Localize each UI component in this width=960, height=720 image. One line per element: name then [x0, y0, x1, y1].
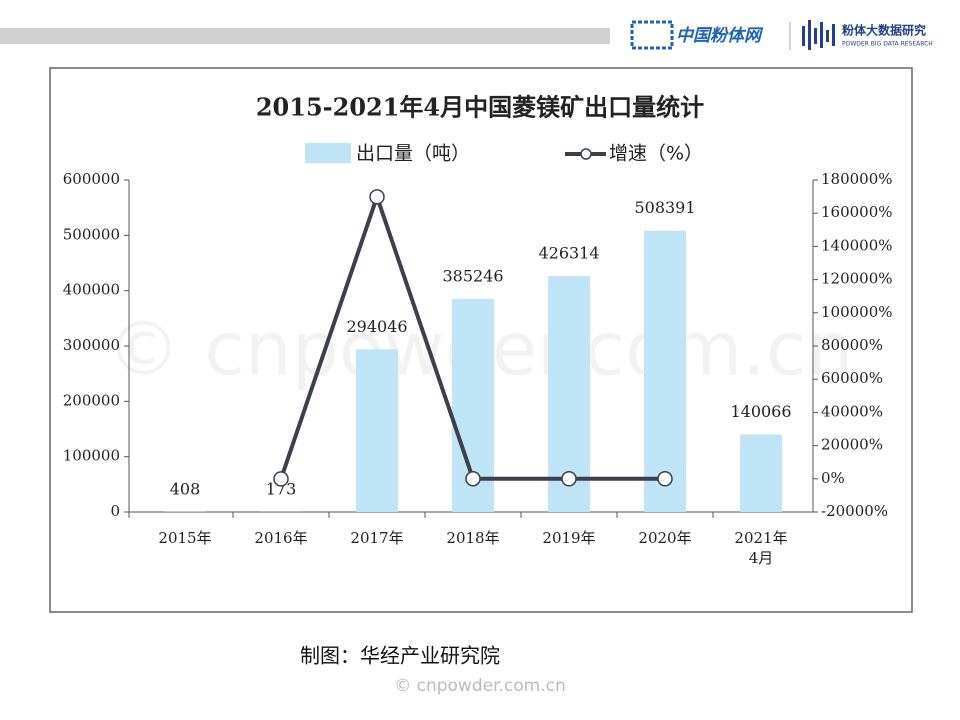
x-tick-label: 2019年: [542, 529, 596, 547]
line-marker: [369, 189, 385, 205]
y-tick-label: 400000: [63, 281, 120, 299]
header-bar: [0, 28, 610, 44]
data-label: 426314: [538, 244, 599, 263]
research-logo: [802, 20, 835, 50]
y2-tick-label: 0%: [821, 469, 845, 487]
source: 制图：华经产业研究院: [300, 644, 500, 668]
y2-tick-label: -20000%: [821, 502, 888, 520]
x-tick-label: 2016年: [254, 529, 308, 547]
y2-tick-label: 60000%: [821, 369, 883, 387]
research-en: POWDER BIG DATA RESEARCH: [842, 41, 933, 48]
copyright: © cnpowder.com.cn: [394, 676, 566, 696]
research-name: 粉体大数据研究: [842, 23, 926, 38]
chart-title: 2015-2021年4月中国菱镁矿出口量统计: [256, 93, 704, 122]
y2-tick-label: 40000%: [821, 402, 883, 420]
legend-label: 增速（%）: [609, 143, 703, 165]
y-tick-label: 600000: [63, 170, 120, 188]
x-tick-label: 2020年: [638, 529, 692, 547]
y2-tick-label: 80000%: [821, 336, 883, 354]
y-tick-label: 0: [110, 502, 120, 520]
brand-logo: [630, 20, 674, 50]
bar: [740, 434, 782, 512]
y-tick-label: 100000: [63, 447, 120, 465]
bar: [356, 349, 398, 512]
y-tick-label: 300000: [63, 336, 120, 354]
data-label: 508391: [634, 198, 695, 217]
x-tick-label: 2015年: [158, 529, 212, 547]
y2-tick-label: 140000%: [821, 236, 893, 254]
line-marker: [273, 471, 289, 487]
y2-tick-label: 160000%: [821, 203, 893, 221]
data-label: 140066: [730, 402, 791, 421]
line-marker: [657, 471, 673, 487]
data-label: 294046: [346, 317, 407, 336]
y2-tick-label: 100000%: [821, 303, 893, 321]
y-tick-label: 500000: [63, 225, 120, 243]
brand-name: 中国粉体网: [676, 26, 764, 46]
y2-tick-label: 120000%: [821, 270, 893, 288]
bar: [644, 230, 686, 512]
legend-marker: [580, 148, 592, 160]
x-tick-label: 2017年: [350, 529, 404, 547]
data-label: 385246: [442, 266, 503, 285]
legend-swatch: [305, 143, 351, 163]
x-tick-label: 2021年 4月: [734, 529, 788, 567]
line-marker: [465, 470, 481, 487]
line-marker: [561, 471, 577, 487]
legend-label: 出口量（吨）: [356, 143, 470, 165]
y2-tick-label: 20000%: [821, 436, 883, 454]
data-label: 173: [266, 479, 297, 498]
data-label: 408: [170, 479, 201, 498]
y-tick-label: 200000: [63, 391, 120, 409]
y2-tick-label: 180000%: [821, 170, 893, 188]
x-tick-label: 2018年: [446, 529, 500, 547]
